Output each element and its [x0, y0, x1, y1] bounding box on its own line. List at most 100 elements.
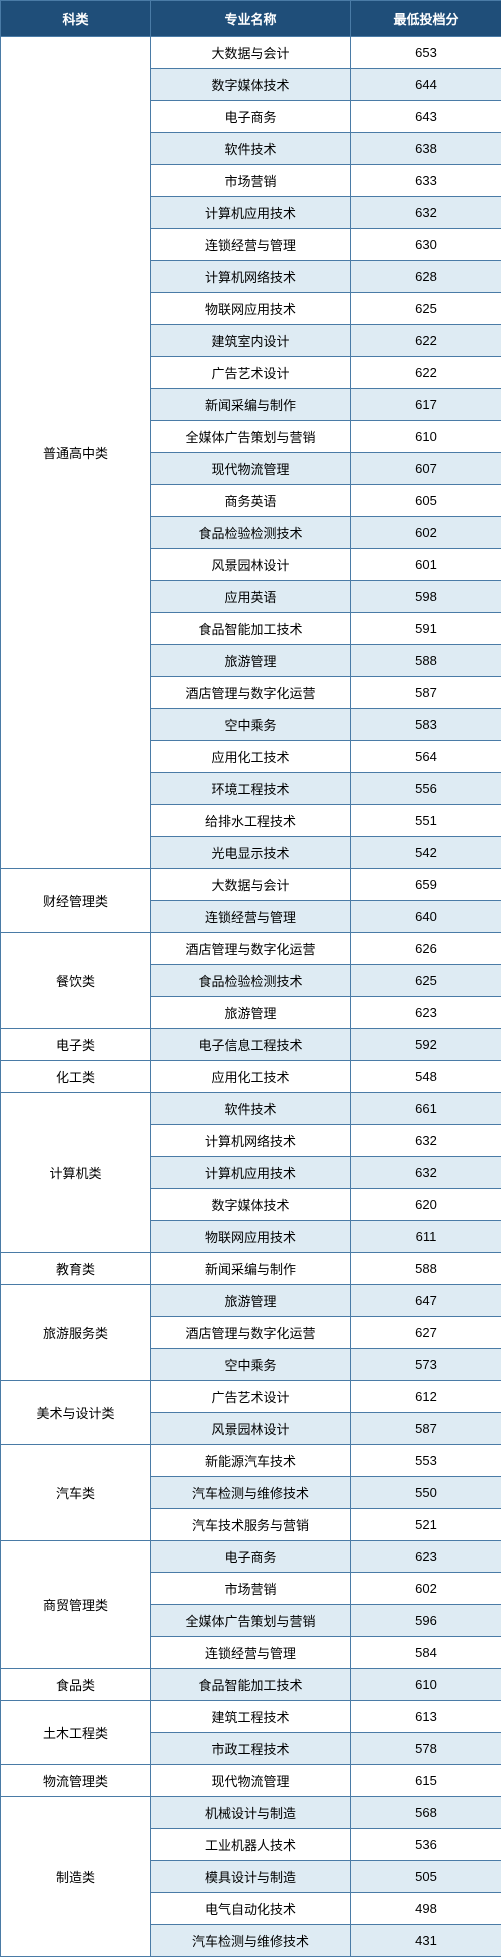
major-cell: 给排水工程技术	[151, 805, 351, 837]
major-cell: 计算机应用技术	[151, 1157, 351, 1189]
score-cell: 587	[351, 677, 501, 709]
table-row: 餐饮类酒店管理与数字化运营626	[1, 933, 501, 965]
score-cell: 632	[351, 197, 501, 229]
score-cell: 623	[351, 1541, 501, 1573]
major-cell: 大数据与会计	[151, 869, 351, 901]
major-cell: 食品智能加工技术	[151, 613, 351, 645]
score-cell: 647	[351, 1285, 501, 1317]
table-row: 普通高中类大数据与会计653	[1, 37, 501, 69]
major-cell: 大数据与会计	[151, 37, 351, 69]
table-row: 教育类新闻采编与制作588	[1, 1253, 501, 1285]
table-row: 化工类应用化工技术548	[1, 1061, 501, 1093]
major-cell: 电子商务	[151, 101, 351, 133]
category-cell: 电子类	[1, 1029, 151, 1061]
category-cell: 汽车类	[1, 1445, 151, 1541]
category-cell: 食品类	[1, 1669, 151, 1701]
major-cell: 电子信息工程技术	[151, 1029, 351, 1061]
major-cell: 模具设计与制造	[151, 1861, 351, 1893]
table-body: 普通高中类大数据与会计653数字媒体技术644电子商务643软件技术638市场营…	[1, 37, 501, 1957]
major-cell: 旅游管理	[151, 1285, 351, 1317]
table-row: 食品类食品智能加工技术610	[1, 1669, 501, 1701]
major-cell: 全媒体广告策划与营销	[151, 421, 351, 453]
score-cell: 653	[351, 37, 501, 69]
category-cell: 物流管理类	[1, 1765, 151, 1797]
major-cell: 应用化工技术	[151, 741, 351, 773]
score-cell: 578	[351, 1733, 501, 1765]
major-cell: 连锁经营与管理	[151, 901, 351, 933]
score-cell: 548	[351, 1061, 501, 1093]
major-cell: 新闻采编与制作	[151, 389, 351, 421]
score-cell: 625	[351, 965, 501, 997]
major-cell: 空中乘务	[151, 1349, 351, 1381]
score-cell: 627	[351, 1317, 501, 1349]
major-cell: 工业机器人技术	[151, 1829, 351, 1861]
table-row: 土木工程类建筑工程技术613	[1, 1701, 501, 1733]
category-cell: 普通高中类	[1, 37, 151, 869]
score-cell: 550	[351, 1477, 501, 1509]
score-cell: 583	[351, 709, 501, 741]
category-cell: 计算机类	[1, 1093, 151, 1253]
major-cell: 计算机应用技术	[151, 197, 351, 229]
score-cell: 607	[351, 453, 501, 485]
score-cell: 632	[351, 1125, 501, 1157]
major-cell: 应用英语	[151, 581, 351, 613]
major-cell: 全媒体广告策划与营销	[151, 1605, 351, 1637]
major-cell: 汽车检测与维修技术	[151, 1925, 351, 1957]
major-cell: 酒店管理与数字化运营	[151, 1317, 351, 1349]
score-cell: 598	[351, 581, 501, 613]
major-cell: 食品智能加工技术	[151, 1669, 351, 1701]
score-cell: 551	[351, 805, 501, 837]
major-cell: 旅游管理	[151, 997, 351, 1029]
table-row: 财经管理类大数据与会计659	[1, 869, 501, 901]
major-cell: 电子商务	[151, 1541, 351, 1573]
major-cell: 建筑室内设计	[151, 325, 351, 357]
category-cell: 财经管理类	[1, 869, 151, 933]
score-cell: 601	[351, 549, 501, 581]
major-cell: 风景园林设计	[151, 1413, 351, 1445]
score-cell: 498	[351, 1893, 501, 1925]
score-cell: 644	[351, 69, 501, 101]
table-row: 制造类机械设计与制造568	[1, 1797, 501, 1829]
header-category: 科类	[1, 1, 151, 37]
major-cell: 电气自动化技术	[151, 1893, 351, 1925]
major-cell: 现代物流管理	[151, 453, 351, 485]
major-cell: 环境工程技术	[151, 773, 351, 805]
table-row: 计算机类软件技术661	[1, 1093, 501, 1125]
major-cell: 汽车技术服务与营销	[151, 1509, 351, 1541]
table-row: 电子类电子信息工程技术592	[1, 1029, 501, 1061]
category-cell: 制造类	[1, 1797, 151, 1957]
score-cell: 638	[351, 133, 501, 165]
score-cell: 661	[351, 1093, 501, 1125]
score-cell: 564	[351, 741, 501, 773]
score-cell: 659	[351, 869, 501, 901]
major-cell: 现代物流管理	[151, 1765, 351, 1797]
category-cell: 旅游服务类	[1, 1285, 151, 1381]
major-cell: 连锁经营与管理	[151, 1637, 351, 1669]
score-cell: 591	[351, 613, 501, 645]
score-cell: 620	[351, 1189, 501, 1221]
score-cell: 622	[351, 325, 501, 357]
major-cell: 旅游管理	[151, 645, 351, 677]
score-cell: 643	[351, 101, 501, 133]
major-cell: 空中乘务	[151, 709, 351, 741]
score-cell: 612	[351, 1381, 501, 1413]
category-cell: 教育类	[1, 1253, 151, 1285]
major-cell: 市政工程技术	[151, 1733, 351, 1765]
major-cell: 计算机网络技术	[151, 1125, 351, 1157]
score-cell: 628	[351, 261, 501, 293]
category-cell: 餐饮类	[1, 933, 151, 1029]
category-cell: 美术与设计类	[1, 1381, 151, 1445]
score-cell: 610	[351, 1669, 501, 1701]
major-cell: 光电显示技术	[151, 837, 351, 869]
score-cell: 602	[351, 1573, 501, 1605]
major-cell: 食品检验检测技术	[151, 517, 351, 549]
score-cell: 431	[351, 1925, 501, 1957]
major-cell: 广告艺术设计	[151, 357, 351, 389]
score-cell: 536	[351, 1829, 501, 1861]
major-cell: 连锁经营与管理	[151, 229, 351, 261]
score-cell: 626	[351, 933, 501, 965]
major-cell: 数字媒体技术	[151, 1189, 351, 1221]
score-cell: 592	[351, 1029, 501, 1061]
major-cell: 风景园林设计	[151, 549, 351, 581]
score-cell: 623	[351, 997, 501, 1029]
